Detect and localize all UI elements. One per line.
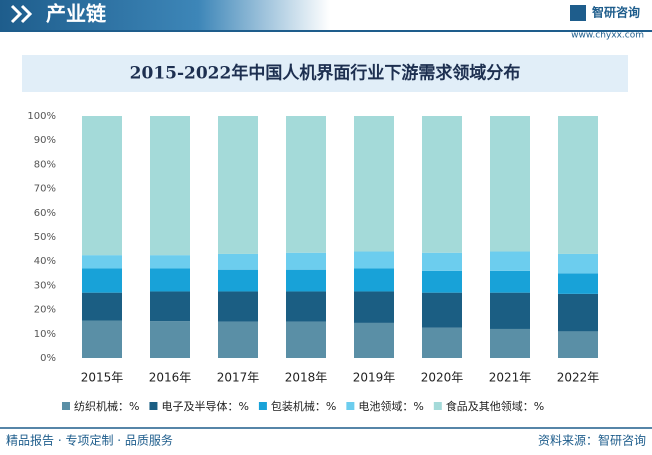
y-tick-label: 100% [27,111,56,122]
y-tick-label: 90% [34,135,56,146]
legend-label: 包装机械：% [271,399,336,413]
bar-segment [354,251,394,269]
bar-segment [286,116,326,253]
y-tick-label: 0% [40,353,56,364]
bar-segment [218,116,258,254]
url: www.chyxx.com [571,31,644,41]
footer-slogan: 精品报告 · 专项定制 · 品质服务 [6,433,173,448]
bar-segment [286,269,326,292]
x-tick-label: 2018年 [285,371,328,385]
legend-label: 纺织机械：% [74,399,139,413]
brand: 智研咨询 [591,5,640,20]
x-tick-label: 2017年 [217,371,260,385]
y-tick-label: 30% [34,280,56,291]
bar-segment [354,116,394,252]
bar-segment [490,292,530,329]
bar-segment [558,273,598,294]
bar-segment [150,116,190,256]
bar-segment [218,269,258,292]
bar-segment [490,116,530,252]
legend-swatch [62,402,70,410]
bar-segment [558,253,598,274]
bar-segment [286,291,326,322]
legend-label: 电子及半导体：% [161,399,248,413]
y-tick-label: 50% [34,232,56,243]
bar-segment [150,268,190,292]
legend-swatch [149,402,158,410]
bar-segment [354,291,394,323]
bar-segment [218,253,258,270]
bar-segment [150,321,190,358]
bar-segment [490,270,530,293]
bar-segment [558,293,598,332]
bar-segment [354,268,394,292]
legend-swatch [346,402,355,410]
y-tick-label: 40% [34,256,56,267]
bar-segment [422,270,462,293]
x-tick-label: 2016年 [149,371,192,385]
bar-segment [286,252,326,270]
bar-segment [82,116,122,256]
header-band [0,0,330,30]
plot: 0% 10% 20% 30% 40% 50% 60% 70% 80% 90% 100% 2015年 20… [27,111,599,413]
x-tick-label: 2021年 [489,371,532,385]
bar-segment [490,328,530,358]
bar-segment [82,255,122,269]
x-tick-label: 2015年 [81,371,124,385]
bar-segment [82,292,122,321]
footer-source: 资料来源：智研咨询 [538,433,646,448]
bar-segment [82,268,122,293]
chart-title: 2015-2022年中国人机界面行业下游需求领域分布 [130,63,521,84]
bar-segment [422,327,462,358]
bar-segment [422,116,462,253]
legend-swatch [433,402,442,410]
header-rule [0,30,652,32]
bar-segment [354,322,394,358]
bar-segment [422,292,462,328]
x-tick-label: 2019年 [353,371,396,385]
logo-icon [570,5,586,21]
bar-segment [422,252,462,271]
bar-segment [218,291,258,322]
bar-segment [150,291,190,322]
bar-segment [150,255,190,269]
y-tick-label: 70% [34,184,56,195]
bar-segment [286,321,326,358]
bar-segment [490,251,530,271]
y-tick-label: 20% [34,305,56,316]
header-arrows [10,4,33,24]
y-tick-label: 60% [34,208,56,219]
bar-segment [218,321,258,358]
bar-segment [82,320,122,358]
bar-segment [558,116,598,254]
legend-swatch [258,402,267,410]
bar-segment [558,331,598,358]
y-tick-label: 80% [34,159,56,170]
legend-label: 食品及其他领域：% [446,399,544,413]
y-tick-label: 10% [34,329,56,340]
x-tick-label: 2022年 [557,371,600,385]
x-tick-label: 2020年 [421,371,464,385]
legend-label: 电池领域：% [358,400,423,413]
title-box [22,55,628,92]
header-title: 产业链 [46,2,107,26]
